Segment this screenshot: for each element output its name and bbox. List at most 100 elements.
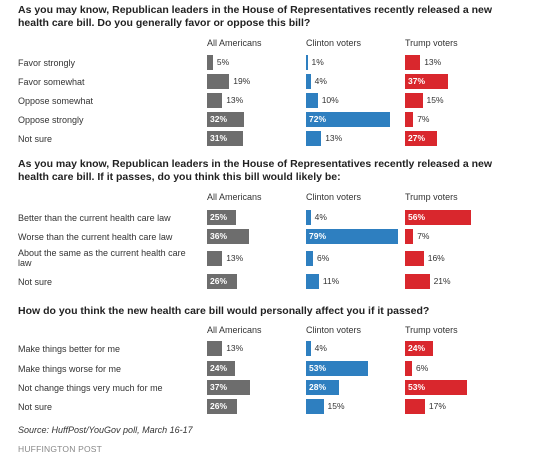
value-label-trump-voters: 13% — [424, 57, 442, 67]
bar-trump-voters — [405, 380, 467, 395]
row-label: Oppose strongly — [18, 114, 84, 125]
bar-trump-voters — [405, 74, 449, 89]
value-label-all-americans: 19% — [233, 76, 251, 86]
value-label-all-americans: 37% — [210, 382, 228, 392]
bar-all-americans — [207, 361, 236, 376]
row-label: Make things better for me — [18, 343, 121, 354]
bar-trump-voters — [405, 399, 425, 414]
bar-clinton-voters — [306, 229, 399, 244]
bar-clinton-voters — [306, 251, 314, 266]
value-label-all-americans: 36% — [210, 231, 228, 241]
column-header-clinton-voters: Clinton voters — [306, 325, 362, 335]
bar-trump-voters — [405, 210, 471, 225]
bar-trump-voters — [405, 229, 414, 244]
column-header-trump-voters: Trump voters — [405, 192, 458, 202]
column-header-clinton-voters: Clinton voters — [306, 192, 362, 202]
value-label-trump-voters: 56% — [408, 212, 426, 222]
row-label: Oppose somewhat — [18, 95, 94, 106]
row-label: Better than the current health care law — [18, 212, 171, 223]
bar-clinton-voters — [306, 55, 308, 70]
value-label-clinton-voters: 6% — [317, 253, 330, 263]
bar-all-americans — [207, 251, 223, 266]
value-label-trump-voters: 16% — [427, 253, 445, 263]
value-label-clinton-voters: 4% — [314, 343, 327, 353]
row-label: Not sure — [18, 133, 53, 144]
column-header-trump-voters: Trump voters — [405, 38, 458, 48]
value-label-clinton-voters: 4% — [314, 212, 327, 222]
value-label-trump-voters: 15% — [426, 95, 444, 105]
bar-clinton-voters — [306, 93, 318, 108]
row-label: Favor somewhat — [18, 76, 85, 87]
value-label-all-americans: 26% — [210, 401, 228, 411]
value-label-all-americans: 13% — [226, 343, 244, 353]
value-label-clinton-voters: 15% — [327, 401, 345, 411]
value-label-clinton-voters: 4% — [314, 76, 327, 86]
row-label: Make things worse for me — [18, 363, 122, 374]
value-label-clinton-voters: 11% — [322, 276, 340, 286]
bar-clinton-voters — [306, 74, 311, 89]
bar-all-americans — [207, 341, 223, 356]
value-label-clinton-voters: 10% — [321, 95, 339, 105]
bar-trump-voters — [405, 93, 423, 108]
bar-all-americans — [207, 380, 251, 395]
value-label-all-americans: 31% — [210, 133, 228, 143]
value-label-clinton-voters: 28% — [309, 382, 327, 392]
bar-all-americans — [207, 274, 238, 289]
bar-clinton-voters — [306, 380, 339, 395]
value-label-trump-voters: 24% — [408, 343, 426, 353]
value-label-clinton-voters: 79% — [309, 231, 327, 241]
bar-all-americans — [207, 131, 244, 146]
bar-clinton-voters — [306, 210, 311, 225]
bar-clinton-voters — [306, 399, 324, 414]
bar-trump-voters — [405, 361, 413, 376]
question-2-title: As you may know, Republican leaders in t… — [18, 158, 493, 183]
value-label-trump-voters: 21% — [433, 276, 451, 286]
question-1-title: As you may know, Republican leaders in t… — [18, 4, 493, 29]
bar-all-americans — [207, 74, 230, 89]
value-label-all-americans: 24% — [210, 363, 228, 373]
bar-clinton-voters — [306, 341, 311, 356]
bar-trump-voters — [405, 131, 437, 146]
value-label-all-americans: 25% — [210, 212, 228, 222]
value-label-trump-voters: 53% — [408, 382, 426, 392]
row-label: Not change things very much for me — [18, 382, 163, 393]
column-header-trump-voters: Trump voters — [405, 325, 458, 335]
bar-clinton-voters — [306, 361, 368, 376]
row-label: Not sure — [18, 276, 53, 287]
bar-trump-voters — [405, 55, 421, 70]
publisher-footer: HUFFINGTON POST — [18, 444, 103, 454]
bar-trump-voters — [405, 112, 414, 127]
value-label-trump-voters: 27% — [408, 133, 426, 143]
value-label-all-americans: 32% — [210, 114, 228, 124]
value-label-trump-voters: 7% — [417, 114, 430, 124]
row-label: About the same as the current health car… — [18, 247, 186, 268]
value-label-all-americans: 5% — [216, 57, 230, 67]
value-label-trump-voters: 17% — [428, 401, 446, 411]
bar-trump-voters — [405, 251, 424, 266]
value-label-clinton-voters: 1% — [311, 57, 324, 67]
row-label: Favor strongly — [18, 57, 76, 68]
bar-all-americans — [207, 399, 238, 414]
column-header-all-americans: All Americans — [207, 325, 262, 335]
value-label-trump-voters: 7% — [417, 231, 430, 241]
value-label-trump-voters: 6% — [416, 363, 429, 373]
row-label: Worse than the current health care law — [18, 231, 173, 242]
column-header-all-americans: All Americans — [207, 192, 262, 202]
question-3-title: How do you think the new health care bil… — [18, 305, 430, 317]
row-label: Not sure — [18, 401, 53, 412]
value-label-all-americans: 13% — [226, 253, 244, 263]
value-label-all-americans: 13% — [226, 95, 244, 105]
value-label-clinton-voters: 13% — [325, 133, 343, 143]
bar-all-americans — [207, 210, 237, 225]
bar-all-americans — [207, 229, 250, 244]
bar-all-americans — [207, 112, 245, 127]
column-header-all-americans: All Americans — [207, 38, 262, 48]
bar-all-americans — [207, 55, 213, 70]
value-label-clinton-voters: 53% — [309, 363, 327, 373]
source-note: Source: HuffPost/YouGov poll, March 16-1… — [18, 425, 193, 435]
bar-trump-voters — [405, 341, 434, 356]
column-header-clinton-voters: Clinton voters — [306, 38, 362, 48]
bar-clinton-voters — [306, 131, 322, 146]
bar-clinton-voters — [306, 112, 391, 127]
